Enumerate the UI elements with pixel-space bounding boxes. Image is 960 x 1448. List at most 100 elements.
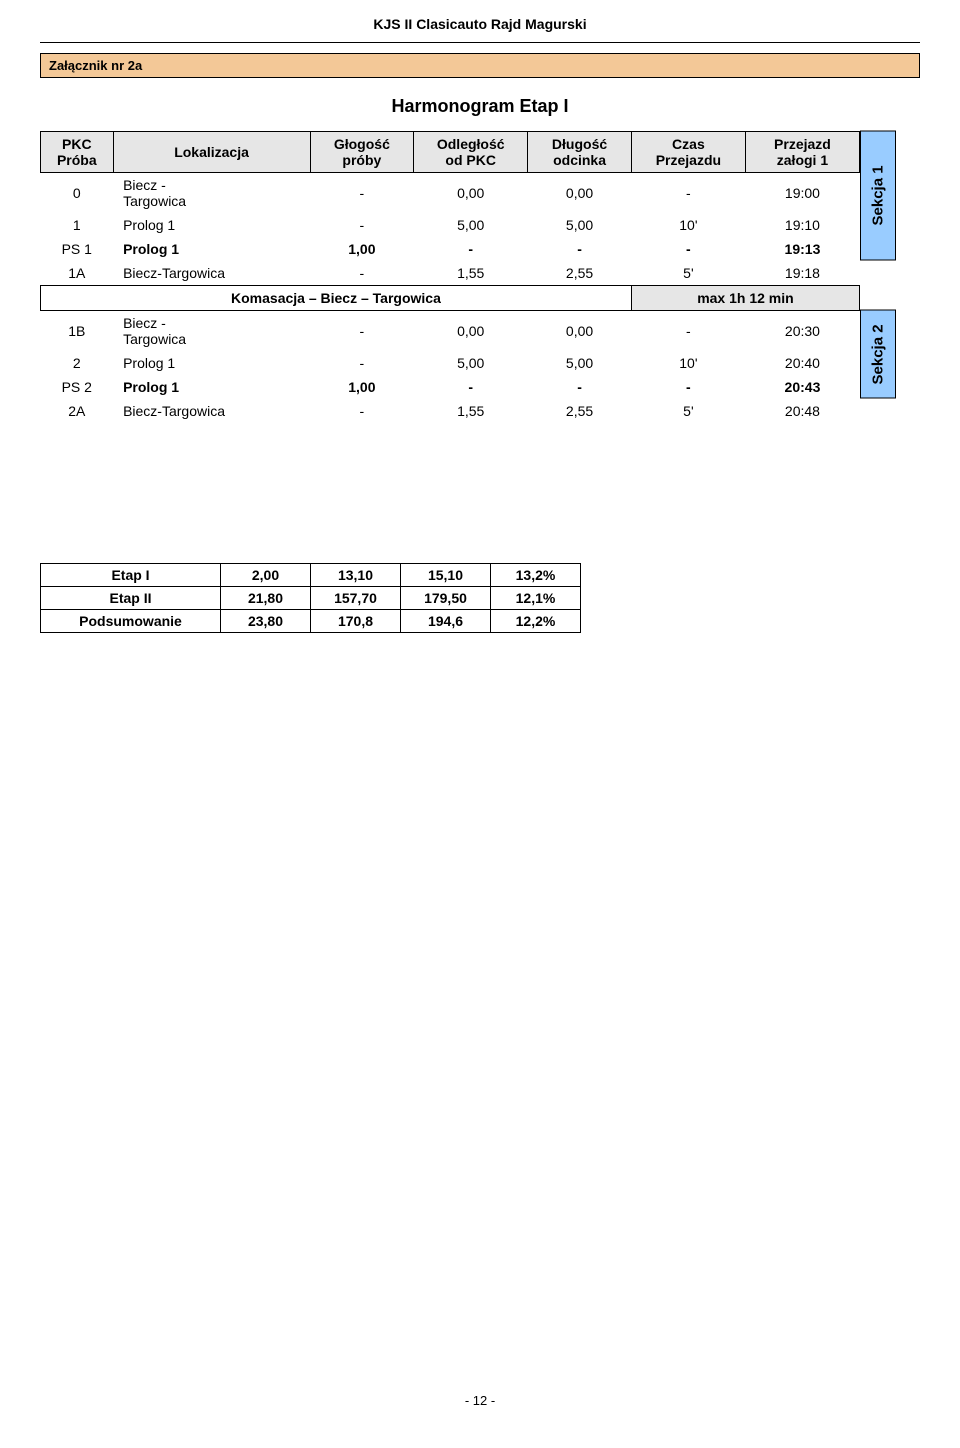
cell: Biecz - Targowica xyxy=(113,311,310,352)
col-dlug: Długość odcinka xyxy=(528,132,632,173)
cell: 15,10 xyxy=(401,564,491,587)
cell: Etap I xyxy=(41,564,221,587)
table-row: 1BBiecz - Targowica-0,000,00-20:30 xyxy=(41,311,860,352)
cell: - xyxy=(414,237,528,261)
cell: 5,00 xyxy=(528,351,632,375)
cell: 5,00 xyxy=(414,351,528,375)
cell: 5,00 xyxy=(528,213,632,237)
cell: 10' xyxy=(631,213,745,237)
attachment-bar: Załącznik nr 2a xyxy=(40,53,920,78)
cell: 170,8 xyxy=(311,610,401,633)
cell: 0,00 xyxy=(528,173,632,214)
cell: - xyxy=(414,375,528,399)
col-pkc: PKC Próba xyxy=(41,132,114,173)
header-row: PKC Próba Lokalizacja Głogość próby Odle… xyxy=(41,132,860,173)
cell: 1 xyxy=(41,213,114,237)
page-number: - 12 - xyxy=(40,1393,920,1408)
komasacja-max: max 1h 12 min xyxy=(631,286,859,311)
cell: Prolog 1 xyxy=(113,375,310,399)
cell: - xyxy=(631,173,745,214)
cell: 0 xyxy=(41,173,114,214)
table-row: 2Prolog 1-5,005,0010'20:40 xyxy=(41,351,860,375)
cell: - xyxy=(528,237,632,261)
cell: 20:48 xyxy=(745,399,859,423)
cell: 10' xyxy=(631,351,745,375)
doc-header: KJS II Clasicauto Rajd Magurski xyxy=(40,16,920,32)
cell: 2,00 xyxy=(221,564,311,587)
cell: 13,10 xyxy=(311,564,401,587)
cell: Etap II xyxy=(41,587,221,610)
cell: Biecz-Targowica xyxy=(113,261,310,286)
cell: 21,80 xyxy=(221,587,311,610)
col-prze: Przejazd załogi 1 xyxy=(745,132,859,173)
cell: 0,00 xyxy=(528,311,632,352)
col-odl: Odległość od PKC xyxy=(414,132,528,173)
table-row: 1ABiecz-Targowica-1,552,555'19:18 xyxy=(41,261,860,286)
cell: 20:43 xyxy=(745,375,859,399)
cell: Prolog 1 xyxy=(113,237,310,261)
summary-row: Etap I2,0013,1015,1013,2% xyxy=(41,564,581,587)
summary-row: Podsumowanie23,80170,8194,612,2% xyxy=(41,610,581,633)
cell: 0,00 xyxy=(414,311,528,352)
cell: - xyxy=(310,351,414,375)
strip-spacer xyxy=(860,261,896,311)
table-row: PS 1Prolog 11,00---19:13 xyxy=(41,237,860,261)
cell: - xyxy=(310,399,414,423)
cell: Biecz - Targowica xyxy=(113,173,310,214)
cell: 5' xyxy=(631,399,745,423)
cell: 12,2% xyxy=(491,610,581,633)
cell: 2,55 xyxy=(528,399,632,423)
cell: - xyxy=(631,375,745,399)
komasacja-row: Komasacja – Biecz – Targowica max 1h 12 … xyxy=(41,286,860,311)
cell: Biecz-Targowica xyxy=(113,399,310,423)
header-rule xyxy=(40,42,920,43)
cell: 1,55 xyxy=(414,261,528,286)
cell: Prolog 1 xyxy=(113,351,310,375)
komasacja-label: Komasacja – Biecz – Targowica xyxy=(41,286,632,311)
cell: - xyxy=(631,237,745,261)
cell: 20:30 xyxy=(745,311,859,352)
cell: 19:10 xyxy=(745,213,859,237)
cell: 12,1% xyxy=(491,587,581,610)
cell: 19:00 xyxy=(745,173,859,214)
cell: 179,50 xyxy=(401,587,491,610)
section-strip: Sekcja 1 Sekcja 2 xyxy=(860,131,896,423)
table-row: 0Biecz - Targowica-0,000,00-19:00 xyxy=(41,173,860,214)
cell: 1,00 xyxy=(310,237,414,261)
cell: - xyxy=(528,375,632,399)
summary-table: Etap I2,0013,1015,1013,2%Etap II21,80157… xyxy=(40,563,581,633)
col-glug: Głogość próby xyxy=(310,132,414,173)
cell: PS 1 xyxy=(41,237,114,261)
cell: 0,00 xyxy=(414,173,528,214)
cell: PS 2 xyxy=(41,375,114,399)
schedule-table: PKC Próba Lokalizacja Głogość próby Odle… xyxy=(40,131,860,423)
cell: 19:13 xyxy=(745,237,859,261)
cell: - xyxy=(310,311,414,352)
cell: 194,6 xyxy=(401,610,491,633)
table-row: 1Prolog 1-5,005,0010'19:10 xyxy=(41,213,860,237)
cell: 1,00 xyxy=(310,375,414,399)
page: KJS II Clasicauto Rajd Magurski Załączni… xyxy=(0,0,960,1448)
cell: 2A xyxy=(41,399,114,423)
cell: - xyxy=(310,173,414,214)
sekcja-1-label: Sekcja 1 xyxy=(860,131,896,261)
cell: 2,55 xyxy=(528,261,632,286)
cell: 23,80 xyxy=(221,610,311,633)
strip-spacer xyxy=(860,399,896,423)
schedule-wrap: PKC Próba Lokalizacja Głogość próby Odle… xyxy=(40,131,920,423)
col-czas: Czas Przejazdu xyxy=(631,132,745,173)
sekcja-2-label: Sekcja 2 xyxy=(860,310,896,399)
table-row: PS 2Prolog 11,00---20:43 xyxy=(41,375,860,399)
cell: 1B xyxy=(41,311,114,352)
summary-row: Etap II21,80157,70179,5012,1% xyxy=(41,587,581,610)
cell: 20:40 xyxy=(745,351,859,375)
cell: - xyxy=(310,213,414,237)
cell: Prolog 1 xyxy=(113,213,310,237)
cell: 19:18 xyxy=(745,261,859,286)
cell: 13,2% xyxy=(491,564,581,587)
schedule-title: Harmonogram Etap I xyxy=(40,96,920,117)
col-lok: Lokalizacja xyxy=(113,132,310,173)
cell: - xyxy=(310,261,414,286)
cell: Podsumowanie xyxy=(41,610,221,633)
cell: - xyxy=(631,311,745,352)
